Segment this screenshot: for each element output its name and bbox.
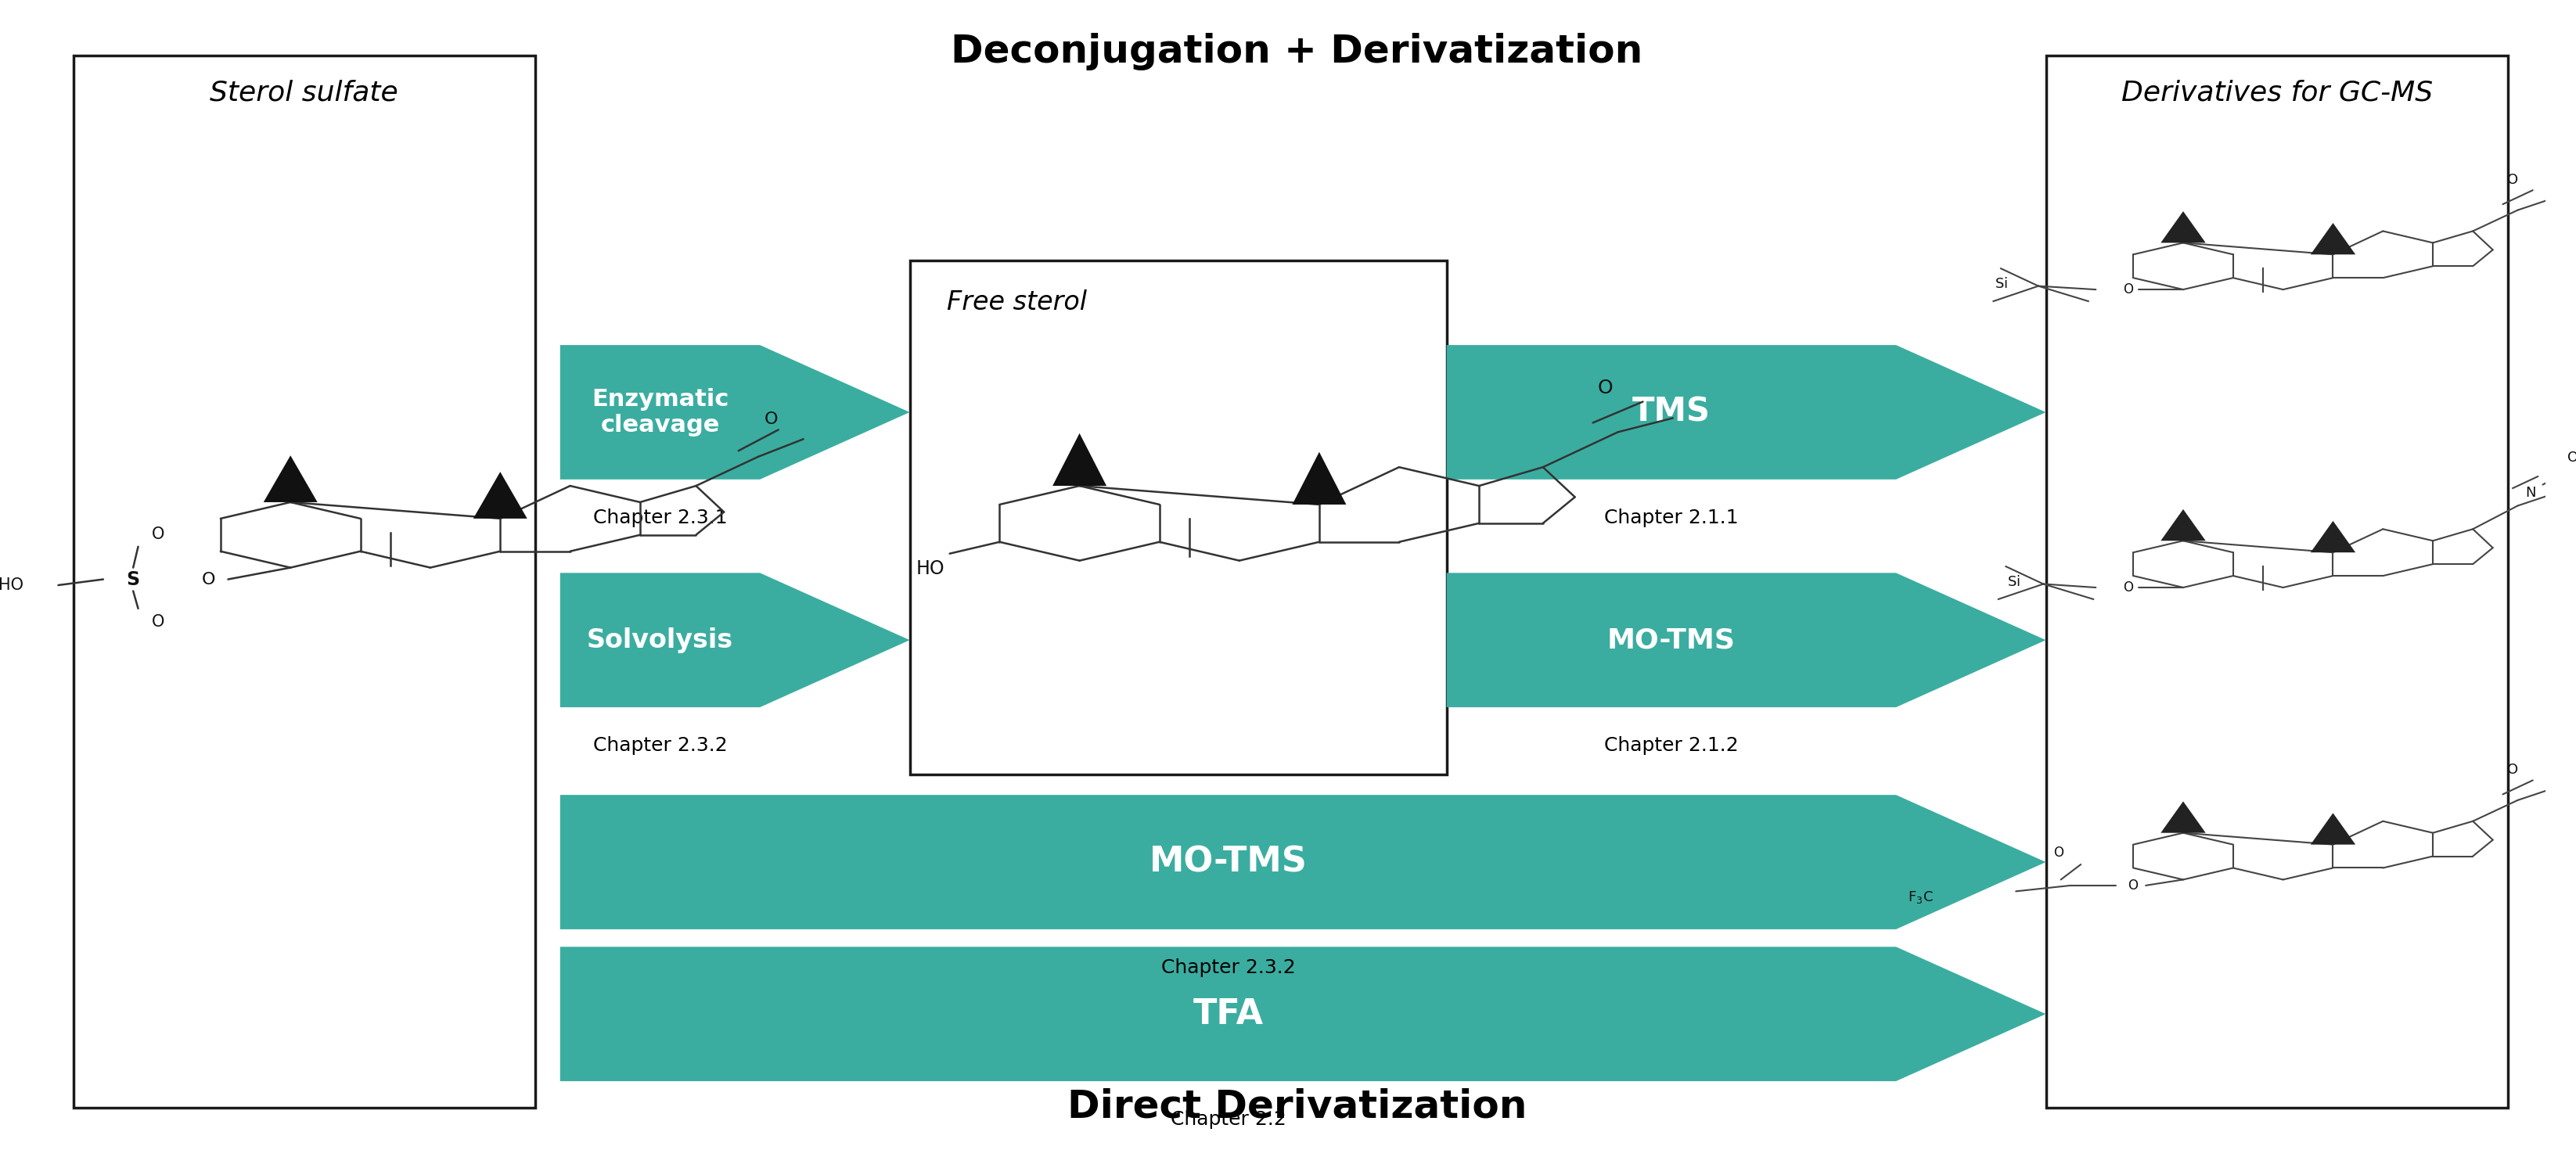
Polygon shape	[1054, 434, 1108, 485]
Text: O: O	[152, 526, 165, 542]
Text: O: O	[201, 571, 216, 588]
Text: O: O	[152, 615, 165, 630]
Text: Free sterol: Free sterol	[948, 289, 1087, 315]
Polygon shape	[2161, 509, 2205, 541]
Text: Deconjugation + Derivatization: Deconjugation + Derivatization	[951, 33, 1643, 70]
Text: Chapter 2.3.1: Chapter 2.3.1	[592, 509, 726, 528]
Polygon shape	[1293, 452, 1347, 504]
Text: O: O	[2506, 173, 2519, 187]
FancyBboxPatch shape	[72, 56, 536, 1108]
Text: TMS: TMS	[1633, 396, 1710, 429]
Polygon shape	[559, 573, 909, 707]
Text: MO-TMS: MO-TMS	[1607, 626, 1736, 653]
Polygon shape	[1448, 345, 2045, 479]
Polygon shape	[559, 947, 2045, 1081]
Text: HO: HO	[917, 559, 945, 578]
Text: Chapter 2.3.2: Chapter 2.3.2	[1162, 959, 1296, 978]
Text: Chapter 2.3.2: Chapter 2.3.2	[592, 737, 726, 756]
Text: $\mathregular{Si}$: $\mathregular{Si}$	[1994, 276, 2007, 290]
Polygon shape	[1448, 573, 2045, 707]
Text: O: O	[2053, 846, 2063, 860]
Polygon shape	[2311, 223, 2354, 255]
Text: N: N	[2524, 485, 2535, 499]
Text: O: O	[2568, 451, 2576, 465]
Text: Chapter 2.1.2: Chapter 2.1.2	[1605, 737, 1739, 756]
Polygon shape	[263, 456, 317, 502]
Polygon shape	[559, 795, 2045, 929]
Polygon shape	[2311, 521, 2354, 552]
Polygon shape	[2161, 801, 2205, 833]
Text: TFA: TFA	[1193, 998, 1262, 1030]
Text: Solvolysis: Solvolysis	[587, 627, 734, 653]
Text: O: O	[2506, 763, 2519, 777]
Text: Direct Derivatization: Direct Derivatization	[1066, 1087, 1528, 1124]
Text: O: O	[2123, 282, 2133, 296]
Text: Derivatives for GC-MS: Derivatives for GC-MS	[2120, 79, 2432, 106]
Polygon shape	[2161, 212, 2205, 243]
Polygon shape	[2311, 813, 2354, 845]
Text: $\mathregular{F_3C}$: $\mathregular{F_3C}$	[1909, 889, 1935, 905]
Text: Sterol sulfate: Sterol sulfate	[211, 79, 399, 106]
Polygon shape	[474, 472, 528, 518]
FancyBboxPatch shape	[2045, 56, 2509, 1108]
Text: O: O	[1597, 378, 1613, 397]
Text: O: O	[765, 411, 778, 428]
Text: O: O	[2123, 580, 2133, 595]
Polygon shape	[559, 345, 909, 479]
Text: HO: HO	[0, 577, 23, 593]
Text: O: O	[2128, 879, 2138, 893]
FancyBboxPatch shape	[909, 261, 1448, 774]
Text: Enzymatic
cleavage: Enzymatic cleavage	[592, 388, 729, 437]
Text: Chapter 2.2: Chapter 2.2	[1170, 1110, 1285, 1129]
Text: $\mathregular{Si}$: $\mathregular{Si}$	[2007, 575, 2020, 589]
Text: MO-TMS: MO-TMS	[1149, 845, 1306, 879]
Text: S: S	[126, 570, 139, 589]
Text: Chapter 2.1.1: Chapter 2.1.1	[1605, 509, 1739, 528]
